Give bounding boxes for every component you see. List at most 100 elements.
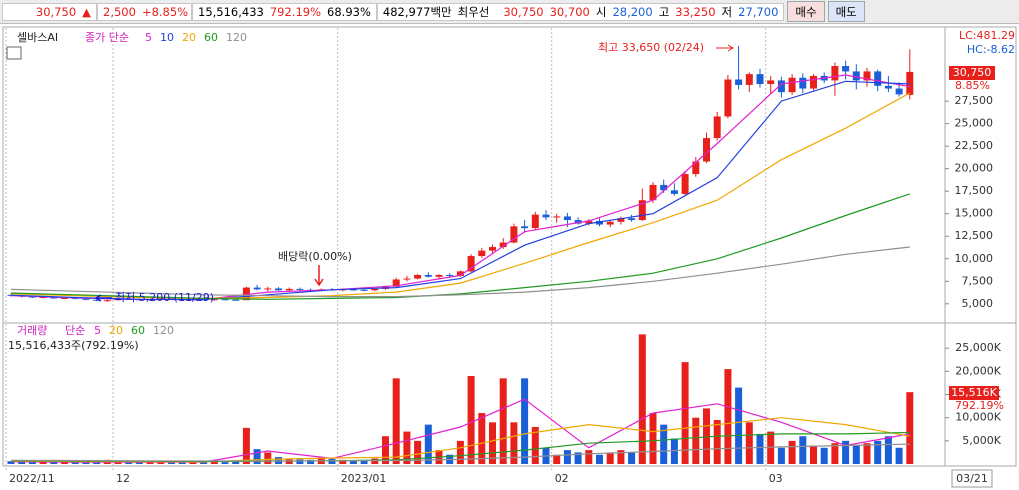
- x-tick-label: 2022/11: [9, 472, 55, 485]
- volume-bar: [392, 378, 400, 464]
- cursor-date: 03/21: [956, 472, 988, 485]
- candle-body: [93, 299, 101, 301]
- volume-bar: [424, 424, 432, 464]
- change-pct: +8.85%: [141, 4, 189, 19]
- candle-body: [467, 256, 475, 272]
- volume-bar: [531, 426, 539, 464]
- volume-bar: [724, 369, 732, 464]
- volume-bar: [125, 462, 133, 464]
- candle-body: [285, 288, 293, 291]
- volume-bar: [906, 392, 914, 464]
- candle-body: [713, 116, 721, 139]
- volume-cell: 15,516,433 792.19% 68.93%: [192, 2, 377, 21]
- volume-bar: [114, 461, 122, 464]
- bid: 30,700: [549, 4, 590, 19]
- y-tick-label: 7,500: [962, 274, 994, 287]
- volume-bar: [489, 422, 496, 464]
- candle-body: [831, 66, 839, 81]
- legend-entry: 20: [109, 324, 123, 337]
- volume-bar: [189, 462, 197, 464]
- candle-body: [574, 220, 582, 224]
- candle-body: [403, 278, 411, 280]
- change-cell: 2,500 +8.85%: [97, 2, 192, 21]
- candle-body: [242, 287, 250, 301]
- y-tick-label: 25,000: [955, 117, 994, 130]
- volume-bar: [307, 459, 315, 464]
- sell-button[interactable]: 매도: [827, 1, 865, 22]
- turnover: 68.93%: [327, 4, 371, 19]
- volume-bar: [296, 459, 304, 464]
- x-tick-label: 02: [555, 472, 569, 485]
- candle-body: [39, 297, 47, 299]
- volume-bar: [178, 462, 186, 464]
- volume-name: 거래량: [17, 324, 47, 337]
- volume-bar: [895, 447, 903, 464]
- legend-entry: 120: [226, 31, 247, 44]
- candle-body: [531, 214, 539, 229]
- volume-bar: [264, 452, 272, 464]
- volume-bar: [328, 458, 336, 464]
- candle-body: [863, 71, 871, 81]
- legend-entry: 60: [204, 31, 218, 44]
- candle-body: [660, 184, 668, 191]
- volume-bar: [617, 450, 625, 464]
- candle-body: [392, 279, 400, 287]
- volume-bar: [735, 387, 743, 464]
- volume-bar: [146, 462, 154, 464]
- ma-line: [10, 92, 911, 300]
- volume-bar: [756, 433, 764, 464]
- volume-frame: [2, 322, 1017, 467]
- x-tick-label: 2023/01: [341, 472, 387, 485]
- volume-bar: [660, 424, 668, 464]
- y-tick-label: 10,000: [955, 252, 994, 265]
- candle-body: [499, 242, 507, 248]
- arrow: ▲: [82, 4, 91, 19]
- volume-bar: [521, 378, 529, 464]
- x-tick-label: 12: [116, 472, 130, 485]
- volume-bar: [553, 454, 561, 464]
- buy-button[interactable]: 매수: [787, 1, 825, 22]
- ma-label: 단순: [65, 324, 85, 337]
- candle-body: [745, 74, 753, 85]
- candle-body: [777, 80, 785, 93]
- amount: 482,977백만: [382, 4, 452, 19]
- annotation: 최저 5,200 (11/29): [115, 291, 214, 304]
- candle-body: [606, 221, 614, 225]
- annotation: 배당락(0.00%): [278, 250, 352, 263]
- chart-name: 셀바스AI: [17, 31, 58, 44]
- ma-line: [10, 193, 910, 300]
- volume-bar: [360, 460, 368, 464]
- hc-label: HC:-8.62: [967, 43, 1015, 56]
- volume-bar: [371, 458, 379, 464]
- candle-body: [371, 288, 379, 291]
- ma-line: [10, 443, 910, 462]
- ma-line: [10, 80, 910, 301]
- volume-bar: [382, 436, 389, 464]
- low: 27,700: [738, 4, 779, 19]
- quote-bar: 30,750 ▲ 2,500 +8.85% 15,516,433 792.19%…: [0, 0, 1019, 24]
- settings-icon[interactable]: [6, 46, 22, 60]
- volume-bar: [874, 440, 882, 464]
- candle-body: [61, 297, 68, 299]
- candle-body: [210, 299, 218, 301]
- candle-body: [446, 274, 454, 276]
- candle-body: [756, 74, 764, 85]
- volume-bar: [339, 459, 347, 464]
- volume-bar: [852, 445, 860, 464]
- y-tick-label: 12,500: [955, 229, 994, 242]
- candle-body: [414, 274, 422, 279]
- volume-bar: [253, 449, 261, 464]
- y-tick-label: 5,000K: [962, 434, 1001, 447]
- volume-bar: [884, 436, 892, 464]
- volume-bar: [831, 443, 839, 464]
- volume-bar: [510, 422, 518, 464]
- volume-bar: [168, 461, 175, 464]
- candle-body: [435, 274, 443, 277]
- candle-body: [456, 271, 464, 276]
- volume-bar: [596, 454, 603, 464]
- volume-bar: [842, 440, 850, 464]
- volume-bar: [242, 427, 250, 464]
- candle-body: [638, 200, 646, 221]
- candle-body: [670, 190, 678, 194]
